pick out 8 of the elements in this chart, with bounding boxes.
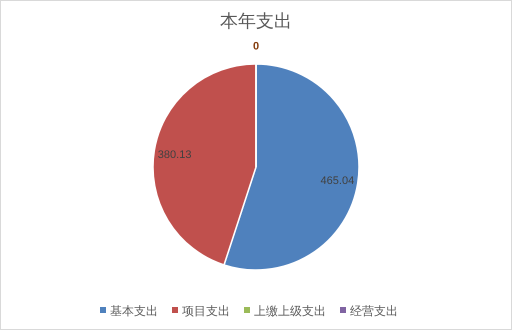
legend-label: 项目支出 — [182, 304, 230, 318]
chart-title: 本年支出 — [220, 11, 292, 31]
legend-label: 基本支出 — [110, 304, 158, 318]
data-label: 465.04 — [320, 174, 354, 187]
text: 0 — [252, 40, 260, 52]
data-label: 380.13 — [158, 148, 192, 161]
legend-label: 经营支出 — [350, 304, 398, 318]
legend-label: 上缴上级支出 — [254, 304, 326, 318]
